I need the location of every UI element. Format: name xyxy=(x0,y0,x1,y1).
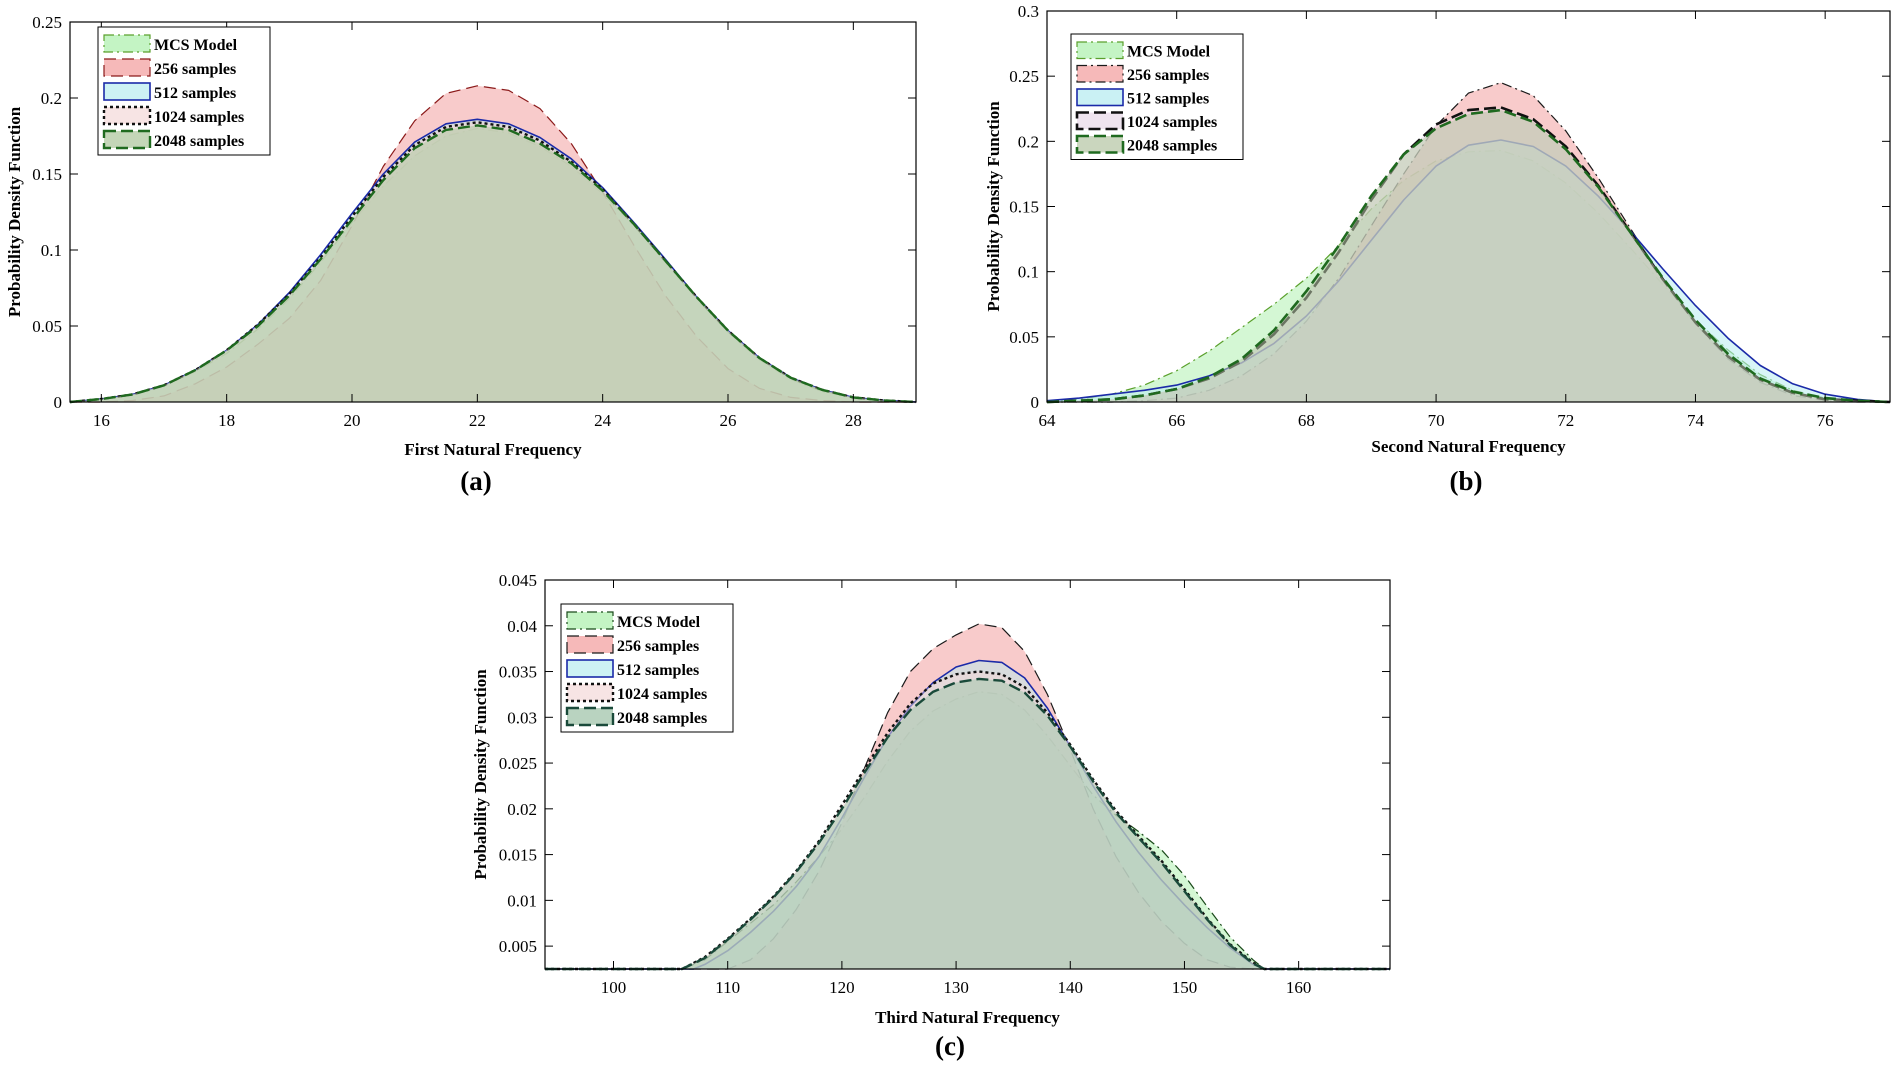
y-tick-label: 0.1 xyxy=(1018,263,1039,282)
x-tick-label: 72 xyxy=(1557,411,1574,430)
series-line-1 xyxy=(545,691,1390,970)
x-tick-label: 26 xyxy=(720,411,737,430)
panel-caption: (a) xyxy=(460,466,491,496)
series-line-4 xyxy=(69,121,917,404)
y-axis-title: Probability Density Function xyxy=(5,106,24,317)
y-tick-label: 0.3 xyxy=(1018,2,1039,21)
legend-label: 2048 samples xyxy=(617,710,707,727)
panel-caption: (c) xyxy=(935,1031,965,1061)
chart-panel-1: 16 18 20 22 24 26 28 0 0.05 0.1 0.15 0.2 0.25 First N… xyxy=(5,13,917,496)
legend-label: 1024 samples xyxy=(1127,114,1217,131)
legend-swatch xyxy=(566,611,614,630)
x-tick-label: 140 xyxy=(1058,978,1084,997)
x-tick-label: 74 xyxy=(1687,411,1705,430)
legend: MCS Model 256 samples 512 samples 1024 samp… xyxy=(97,26,271,156)
y-tick-label: 0.02 xyxy=(507,800,537,819)
legend-swatch xyxy=(1075,134,1125,154)
x-tick-label: 120 xyxy=(829,978,855,997)
legend-swatch xyxy=(102,105,152,126)
chart-panel-3: 100 110 120 130 140 150 160 0.005 0.01 0.015 0.02 0… xyxy=(471,571,1391,1061)
legend-label: MCS Model xyxy=(617,614,701,631)
y-tick-label: 0.005 xyxy=(499,937,537,956)
legend-label: 2048 samples xyxy=(154,133,244,150)
x-tick-label: 20 xyxy=(344,411,361,430)
y-tick-label: 0.035 xyxy=(499,663,537,682)
y-tick-label: 0.2 xyxy=(1018,132,1039,151)
legend-swatch xyxy=(103,82,151,101)
legend-label: 256 samples xyxy=(1127,67,1209,84)
x-tick-label: 64 xyxy=(1039,411,1057,430)
x-tick-label: 66 xyxy=(1168,411,1185,430)
y-tick-label: 0.15 xyxy=(32,165,62,184)
legend-swatch xyxy=(566,659,614,678)
y-tick-label: 0.045 xyxy=(499,571,537,590)
y-axis-title: Probability Density Function xyxy=(471,669,490,880)
legend-label: MCS Model xyxy=(1127,44,1211,61)
y-tick-label: 0.15 xyxy=(1009,198,1039,217)
x-tick-label: 110 xyxy=(715,978,740,997)
x-tick-label: 70 xyxy=(1428,411,1445,430)
y-tick-label: 0.03 xyxy=(507,708,537,727)
panel-caption: (b) xyxy=(1450,466,1483,496)
x-tick-label: 22 xyxy=(469,411,486,430)
y-tick-label: 0.025 xyxy=(499,754,537,773)
legend: MCS Model 256 samples 512 samples 1024 samp… xyxy=(1070,33,1244,160)
axes-box xyxy=(544,579,1391,970)
series-area-5 xyxy=(1047,110,1890,402)
legend-label: 256 samples xyxy=(154,61,236,78)
x-tick-label: 24 xyxy=(594,411,612,430)
series-line-5 xyxy=(545,677,1390,971)
y-tick-label: 0.2 xyxy=(41,89,62,108)
legend-swatch xyxy=(565,682,615,703)
y-tick-label: 0.015 xyxy=(499,846,537,865)
y-axis-title: Probability Density Function xyxy=(984,101,1003,312)
legend-swatch xyxy=(1076,88,1124,107)
y-tick-label: 0.1 xyxy=(41,241,62,260)
y-tick-label: 0.25 xyxy=(32,13,62,32)
y-tick-label: 0 xyxy=(54,393,63,412)
axes-box xyxy=(69,21,917,403)
y-tick-label: 0.25 xyxy=(1009,67,1039,86)
chart-panel-2: 64 66 68 70 72 74 76 0 0.05 0.1 0.15 0.2 0.25 0.3 Seco… xyxy=(984,2,1891,496)
legend: MCS Model 256 samples 512 samples 1024 samp… xyxy=(560,603,734,733)
x-axis-title: First Natural Frequency xyxy=(404,440,582,459)
legend-label: 512 samples xyxy=(1127,91,1209,108)
legend-swatch xyxy=(1075,111,1125,131)
y-tick-label: 0.05 xyxy=(1009,328,1039,347)
x-tick-label: 76 xyxy=(1817,411,1834,430)
legend-swatch xyxy=(103,58,151,77)
legend-swatch xyxy=(565,706,615,727)
legend-swatch xyxy=(1076,41,1124,60)
y-tick-label: 0.01 xyxy=(507,891,537,910)
x-tick-label: 160 xyxy=(1286,978,1312,997)
x-tick-label: 28 xyxy=(845,411,862,430)
series-line-5 xyxy=(1046,108,1891,404)
legend-swatch xyxy=(103,34,151,53)
legend-label: 256 samples xyxy=(617,638,699,655)
x-axis-title: Second Natural Frequency xyxy=(1371,437,1566,456)
x-axis-title: Third Natural Frequency xyxy=(875,1008,1060,1027)
x-tick-label: 68 xyxy=(1298,411,1315,430)
x-tick-label: 100 xyxy=(601,978,627,997)
legend-label: 1024 samples xyxy=(154,109,244,126)
x-tick-label: 18 xyxy=(218,411,235,430)
legend-label: MCS Model xyxy=(154,37,238,54)
x-tick-label: 150 xyxy=(1172,978,1198,997)
y-tick-label: 0 xyxy=(1031,393,1040,412)
series-line-5 xyxy=(69,124,917,404)
legend-label: 512 samples xyxy=(617,662,699,679)
legend-label: 1024 samples xyxy=(617,686,707,703)
x-tick-label: 130 xyxy=(943,978,969,997)
x-tick-label: 16 xyxy=(93,411,110,430)
legend-label: 512 samples xyxy=(154,85,236,102)
y-tick-label: 0.04 xyxy=(507,617,537,636)
legend-swatch xyxy=(1076,64,1124,83)
series-area-5 xyxy=(545,678,1390,969)
series-area-5 xyxy=(70,125,916,403)
legend-swatch xyxy=(566,635,614,654)
legend-swatch xyxy=(102,129,152,150)
y-tick-label: 0.05 xyxy=(32,317,62,336)
legend-label: 2048 samples xyxy=(1127,138,1217,155)
